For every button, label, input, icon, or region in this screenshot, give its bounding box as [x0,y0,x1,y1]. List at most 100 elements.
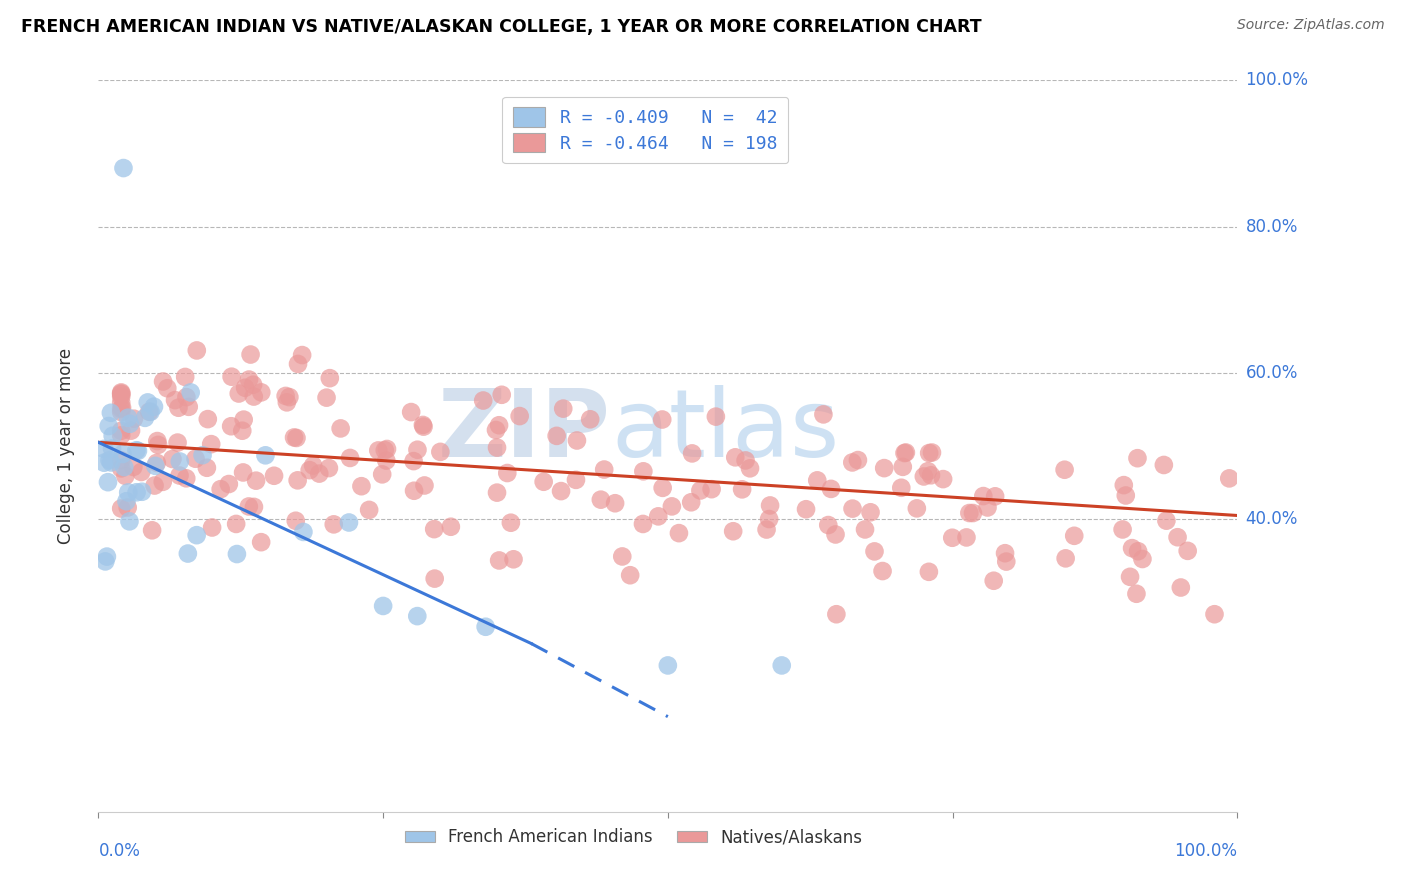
Point [920,468,942,483]
Point [112,460,135,475]
Point [319,371,342,385]
Point [285,431,308,445]
Point [318,461,340,475]
Point [872,564,894,578]
Point [143,458,166,473]
Point [894,445,917,459]
Point [758,512,780,526]
Point [101,429,124,443]
Point [232,466,254,480]
Point [918,446,941,460]
Point [242,390,264,404]
Point [853,523,876,537]
Point [472,393,495,408]
Text: ZIP: ZIP [439,385,612,477]
Point [191,448,214,462]
Point [689,483,711,498]
Point [603,496,626,510]
Point [502,552,524,566]
Point [120,424,142,438]
Point [276,395,298,409]
Point [496,466,519,480]
Point [579,412,602,426]
Point [375,453,398,467]
Point [110,390,132,404]
Point [1218,471,1240,485]
Point [238,500,260,514]
Point [97,419,120,434]
Point [941,531,963,545]
Point [291,348,314,362]
Point [724,450,747,465]
Point [402,483,425,498]
Point [1063,529,1085,543]
Point [770,658,793,673]
Point [491,388,513,402]
Point [533,475,555,489]
Point [110,501,132,516]
Point [1177,544,1199,558]
Point [681,495,703,509]
Point [983,574,1005,588]
Point [1170,581,1192,595]
Point [820,482,842,496]
Point [921,445,943,459]
Point [806,474,828,488]
Point [117,485,139,500]
Point [593,462,616,476]
Point [486,441,509,455]
Point [302,458,325,473]
Point [488,553,510,567]
Point [668,526,690,541]
Text: 60.0%: 60.0% [1246,364,1298,382]
Point [912,469,935,483]
Point [186,528,208,542]
Point [1121,541,1143,556]
Point [167,401,190,415]
Point [824,527,846,541]
Point [440,520,463,534]
Point [651,412,673,426]
Point [550,484,572,499]
Point [339,450,361,465]
Point [406,609,429,624]
Point [162,452,184,467]
Point [873,461,896,475]
Point [651,481,673,495]
Point [287,473,309,487]
Point [228,386,250,401]
Point [509,409,531,423]
Point [721,524,744,539]
Point [367,443,389,458]
Point [955,531,977,545]
Point [962,506,984,520]
Point [125,485,148,500]
Point [169,468,191,483]
Point [412,419,434,434]
Point [315,391,337,405]
Point [110,461,132,475]
Text: 100.0%: 100.0% [1246,71,1309,89]
Point [169,454,191,468]
Point [322,517,344,532]
Point [209,482,232,496]
Point [374,443,396,458]
Point [127,443,149,458]
Point [114,468,136,483]
Point [152,475,174,489]
Point [337,516,360,530]
Point [488,418,510,433]
Point [681,446,703,460]
Point [250,385,273,400]
Point [612,549,634,564]
Point [589,492,612,507]
Point [174,370,197,384]
Point [350,479,373,493]
Point [1054,551,1077,566]
Point [891,459,914,474]
Point [139,405,162,419]
Point [402,454,425,468]
Point [146,434,169,448]
Point [1126,544,1149,558]
Point [143,478,166,492]
